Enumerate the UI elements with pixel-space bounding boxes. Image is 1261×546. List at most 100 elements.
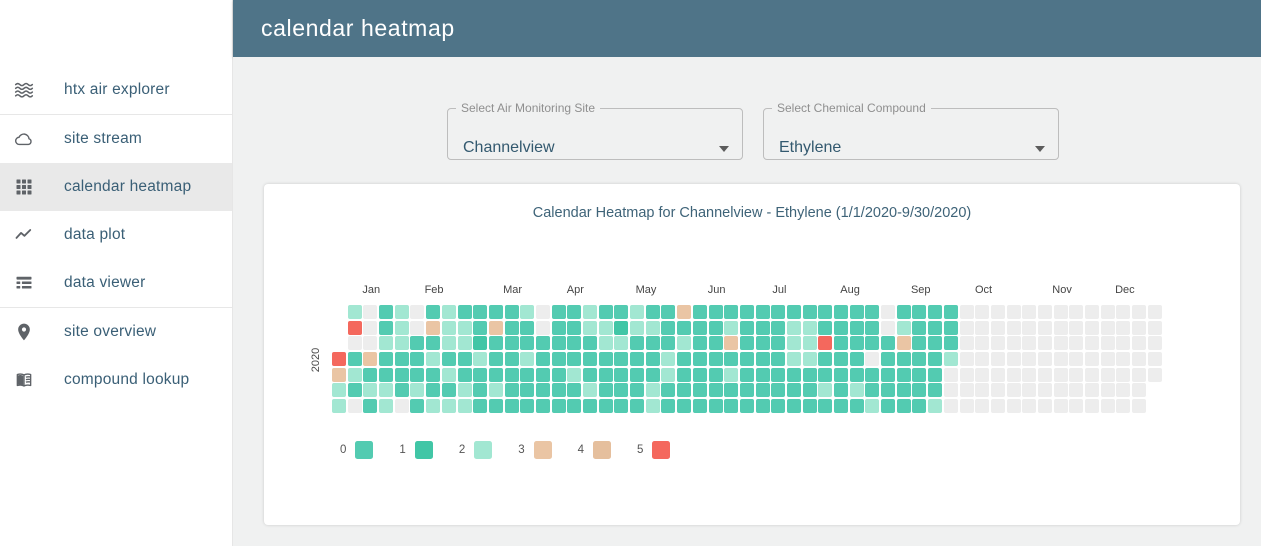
heatmap-cell — [488, 383, 503, 398]
heatmap-cell — [692, 367, 707, 382]
grid-icon — [14, 177, 34, 197]
legend-value-label: 0 — [340, 444, 347, 456]
heatmap-cell — [614, 383, 629, 398]
legend-color-swatch — [474, 441, 493, 459]
heatmap-cell — [1069, 305, 1084, 319]
heatmap-cell — [739, 320, 754, 335]
heatmap-cell — [1085, 305, 1099, 319]
heatmap-cell — [661, 367, 676, 382]
heatmap-cell — [583, 367, 597, 382]
heatmap-cell — [834, 352, 848, 367]
heatmap-cell — [347, 320, 362, 335]
heatmap-cell — [1100, 336, 1115, 351]
heatmap-cell — [598, 399, 613, 414]
heatmap-cell — [535, 383, 550, 398]
heatmap-cell — [535, 336, 550, 351]
heatmap-cell — [614, 305, 629, 319]
sidebar-item-data-viewer[interactable]: data viewer — [0, 259, 232, 307]
month-label: Jan — [362, 284, 381, 296]
heatmap-cell — [1116, 399, 1131, 414]
chevron-down-icon — [719, 146, 729, 152]
legend-color-swatch — [355, 441, 374, 459]
heatmap-cell — [739, 336, 754, 351]
heatmap-cell — [771, 320, 786, 335]
heatmap-cell — [441, 399, 456, 414]
heatmap-cell — [488, 320, 503, 335]
heatmap-cell — [739, 383, 754, 398]
heatmap-cell — [661, 305, 676, 319]
heatmap-cell — [441, 305, 456, 319]
sidebar-item-site-overview[interactable]: site overview — [0, 308, 232, 356]
heatmap-cell — [645, 352, 660, 367]
heatmap-cell — [755, 320, 770, 335]
heatmap-legend: 0 1 2 3 4 5 — [340, 441, 696, 459]
sidebar-item-site-stream[interactable]: site stream — [0, 115, 232, 163]
heatmap-cell — [1069, 383, 1084, 398]
heatmap-cell — [912, 352, 927, 367]
heatmap-cell — [535, 305, 550, 319]
heatmap-cell — [849, 305, 864, 319]
sidebar-item-calendar-heatmap[interactable]: calendar heatmap — [0, 163, 232, 211]
heatmap-cell — [379, 352, 394, 367]
heatmap-cell — [645, 320, 660, 335]
heatmap-cell — [661, 399, 676, 414]
heatmap-cell — [1116, 367, 1131, 382]
heatmap-cell — [1006, 320, 1021, 335]
heatmap-cell — [771, 399, 786, 414]
heatmap-cell — [912, 305, 927, 319]
heatmap-cell — [441, 336, 456, 351]
compound-select[interactable]: Select Chemical Compound Ethylene — [763, 101, 1059, 160]
legend-item: 1 — [399, 441, 433, 459]
heatmap-cell — [755, 383, 770, 398]
heatmap-cell — [1053, 383, 1068, 398]
heatmap-cell — [551, 367, 566, 382]
sidebar-item-data-plot[interactable]: data plot — [0, 211, 232, 259]
heatmap-cell — [959, 352, 974, 367]
month-label: Jul — [772, 284, 787, 296]
heatmap-cell — [1022, 320, 1037, 335]
heatmap-cell — [410, 320, 425, 335]
heatmap-cell — [379, 367, 394, 382]
heatmap-cell — [943, 320, 958, 335]
heatmap-cell — [630, 383, 645, 398]
heatmap-cell — [692, 336, 707, 351]
sidebar-item-compound-lookup[interactable]: compound lookup — [0, 356, 232, 404]
heatmap-cell — [959, 305, 974, 319]
heatmap-cell — [708, 352, 723, 367]
heatmap-cell — [457, 399, 472, 414]
heatmap-cell — [1022, 336, 1037, 351]
app-header: calendar heatmap — [233, 0, 1261, 57]
heatmap-cell — [426, 399, 441, 414]
heatmap-cell — [912, 336, 927, 351]
heatmap-cell — [802, 336, 817, 351]
heatmap-cell — [630, 336, 645, 351]
heatmap-cell — [865, 383, 880, 398]
heatmap-cell — [771, 383, 786, 398]
sidebar: htx air explorer site stream calendar heat… — [0, 0, 233, 546]
heatmap-cell — [520, 352, 535, 367]
heatmap-cell — [488, 352, 503, 367]
heatmap-cell — [661, 352, 676, 367]
heatmap-cell — [849, 367, 864, 382]
heatmap-cell — [975, 320, 990, 335]
heatmap-cell — [410, 352, 425, 367]
heatmap-cell — [708, 367, 723, 382]
heatmap-cell — [834, 383, 848, 398]
sidebar-item-htx-air-explorer[interactable]: htx air explorer — [0, 66, 232, 114]
content-area: Select Air Monitoring Site Channelview S… — [233, 57, 1261, 546]
heatmap-cell — [771, 352, 786, 367]
site-select[interactable]: Select Air Monitoring Site Channelview — [447, 101, 743, 160]
heatmap-cell — [583, 399, 597, 414]
heatmap-cell — [504, 320, 519, 335]
heatmap-cell — [1053, 399, 1068, 414]
legend-item: 0 — [340, 441, 374, 459]
heatmap-cell — [1022, 383, 1037, 398]
heatmap-cell — [834, 336, 848, 351]
heatmap-cell — [630, 305, 645, 319]
heatmap-cell — [739, 399, 754, 414]
heatmap-cell — [1116, 352, 1131, 367]
heatmap-cell — [975, 352, 990, 367]
heatmap-cell — [630, 367, 645, 382]
heatmap-cell — [959, 336, 974, 351]
